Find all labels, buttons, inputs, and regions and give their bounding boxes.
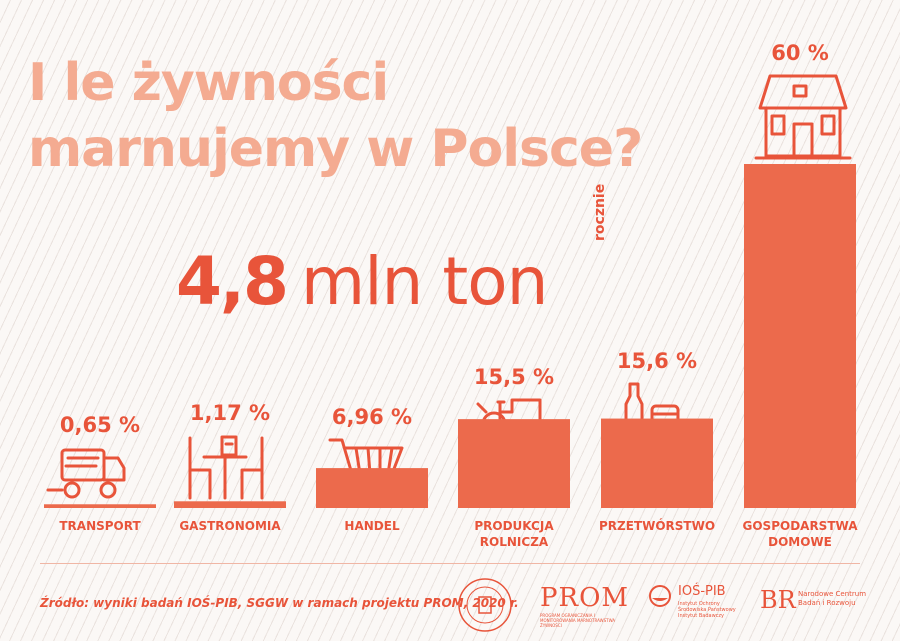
value-label-1: 0,65 % (60, 413, 140, 437)
source-note: Źródło: wyniki badań IOŚ-PIB, SGGW w ram… (40, 596, 519, 610)
headline-value: 4,8 (176, 243, 289, 320)
prom-logo: PROM PROGRAM OGRANICZANIA I MONITOROWANI… (540, 583, 630, 628)
value-label-5: 15,6 % (617, 349, 697, 373)
value-label-6: 60 % (771, 41, 829, 65)
category-label-3: HANDEL (344, 519, 400, 533)
page-title: I le żywności marnujemy w Polsce? (28, 50, 708, 182)
category-label-6: DOMOWE (768, 535, 832, 549)
bar-4 (458, 419, 570, 508)
bar-5 (601, 418, 713, 508)
truck-icon (46, 448, 126, 499)
cafe-table-icon (188, 435, 264, 500)
value-label-4: 15,5 % (474, 365, 554, 389)
category-label-5: PRZETWÓRSTWO (599, 518, 715, 533)
chart-marks: 0,65 % TRANSPORT 1,17 % GASTRONOMIA 6,96 % HA… (44, 41, 858, 549)
bar-6 (744, 164, 856, 508)
category-label-6: GOSPODARSTWA (743, 519, 859, 533)
headline-total: 4,8 mln ton rocznie (176, 184, 608, 323)
bar-2 (174, 501, 286, 508)
headline-unit: mln ton (300, 243, 549, 320)
title-line-2: marnujemy w Polsce? (28, 119, 643, 179)
category-label-2: GASTRONOMIA (179, 519, 281, 533)
category-label-1: TRANSPORT (59, 519, 141, 533)
house-icon (754, 74, 852, 160)
title-line-1: I le żywności (28, 53, 389, 113)
value-label-3: 6,96 % (332, 405, 412, 429)
category-label-4: ROLNICZA (480, 535, 549, 549)
bar-3 (316, 468, 428, 508)
bar-1 (44, 504, 156, 508)
jedz-bez-wyrzucania-logo (455, 575, 515, 635)
category-label-4: PRODUKCJA (474, 519, 554, 533)
footer-divider (40, 563, 860, 564)
value-label-2: 1,17 % (190, 401, 270, 425)
food-waste-bar-chart: 0,65 % TRANSPORT 1,17 % GASTRONOMIA 6,96 % HA… (44, 41, 858, 549)
